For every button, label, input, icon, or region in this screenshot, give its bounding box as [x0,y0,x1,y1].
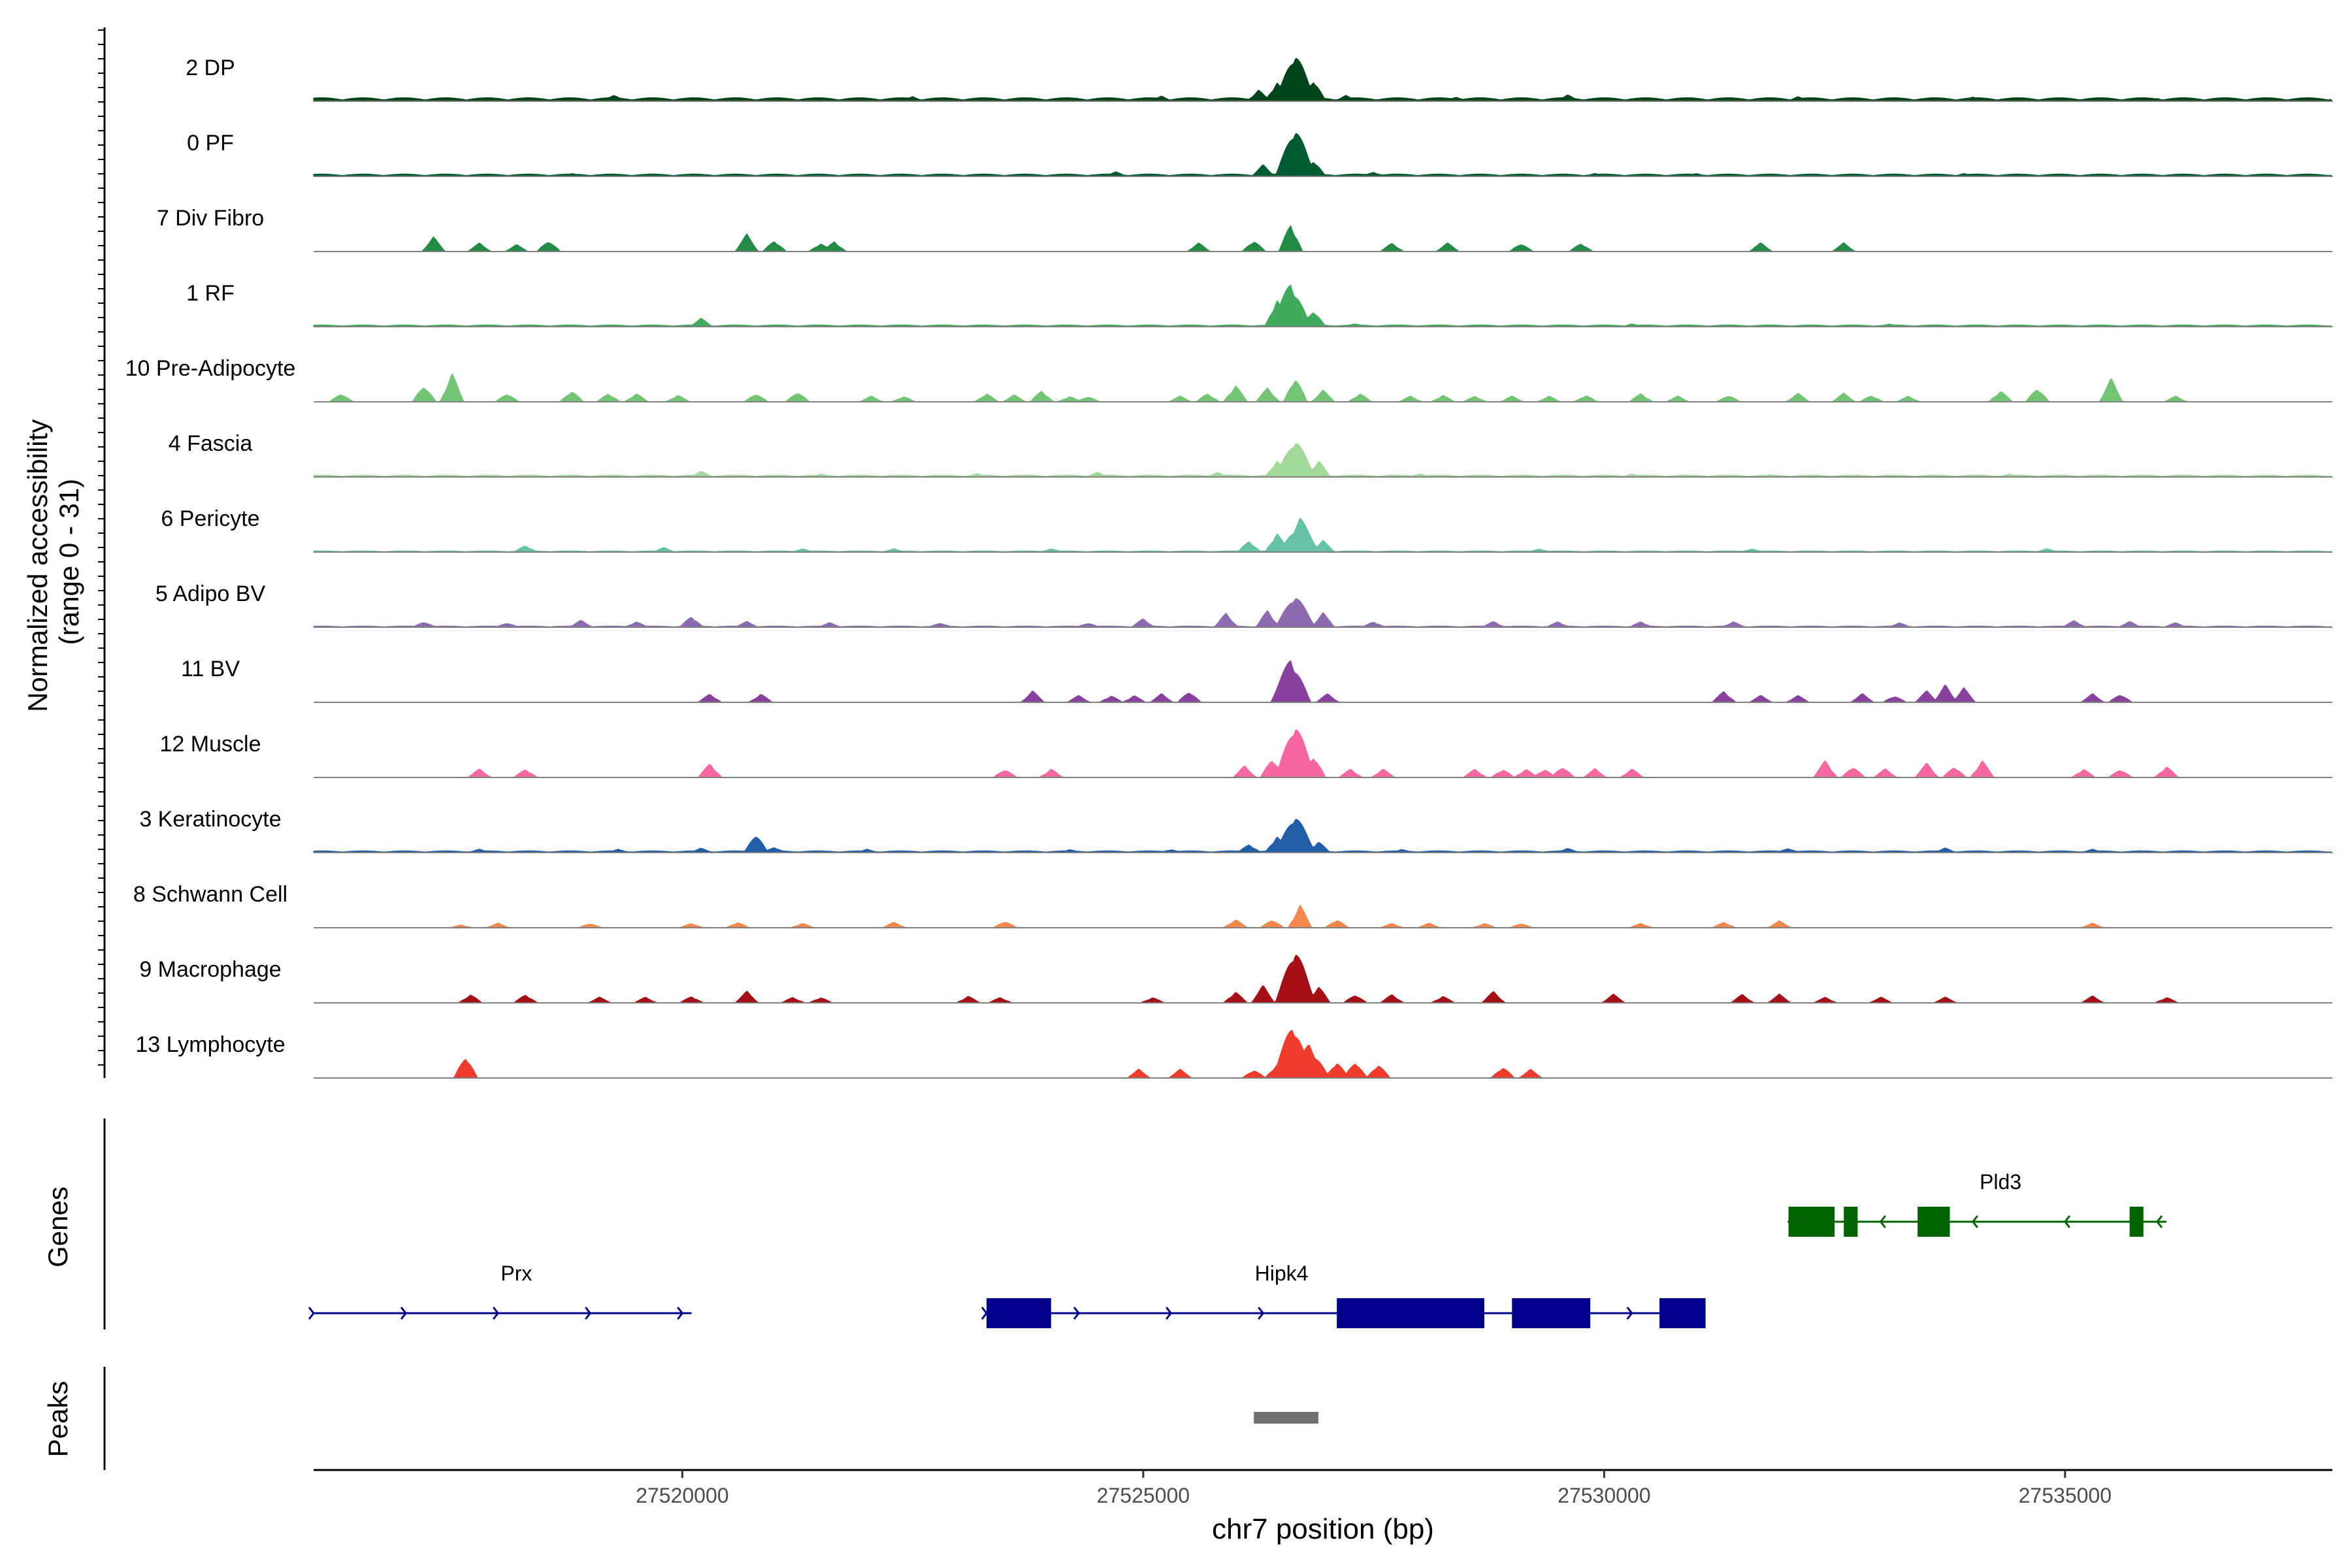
track-label: 4 Fascia [169,431,253,456]
track-0-pf: 0 PF [187,131,2334,177]
x-tick-label: 27535000 [2019,1484,2112,1507]
exon [1788,1207,1835,1237]
exon [1512,1298,1591,1328]
track-5-adipo-bv: 5 Adipo BV [155,581,2333,628]
exon [1337,1298,1484,1328]
exon [1918,1207,1950,1237]
y-axis-title-line-1: Normalized accessibility [22,419,53,712]
exon [2129,1207,2144,1237]
gene-hipk4: Hipk4 [981,1262,1706,1328]
coverage-area [313,133,2334,177]
track-label: 6 Pericyte [161,506,259,531]
track-label: 12 Muscle [160,732,261,757]
strand-arrow [400,1307,407,1320]
strand-arrow [1626,1307,1633,1320]
gene-prx: Prx [308,1262,692,1320]
y-axis-title-line-2: (range 0 - 31) [54,479,84,645]
track-3-keratinocyte: 3 Keratinocyte [139,807,2334,853]
track-9-macrophage: 9 Macrophage [139,954,2332,1004]
gene-label: Pld3 [1980,1170,2021,1194]
track-label: 9 Macrophage [139,957,281,982]
track-12-muscle: 12 Muscle [160,728,2332,778]
coverage-area [313,819,2334,853]
x-axis-title: chr7 position (bp) [1212,1513,1434,1545]
track-label: 10 Pre-Adipocyte [125,356,296,381]
gene-label: Prx [500,1262,532,1285]
track-label: 5 Adipo BV [155,581,266,606]
y-axis-title: Normalized accessibility (range 0 - 31) [22,412,84,712]
track-4-fascia: 4 Fascia [169,431,2334,478]
peaks-track-label: Peaks [42,1381,73,1458]
track-label: 0 PF [187,131,234,155]
exon [1844,1207,1858,1237]
exon [987,1298,1051,1328]
strand-arrow [308,1307,315,1320]
peak-region [1254,1412,1318,1424]
gene-label: Hipk4 [1255,1262,1309,1285]
gene-annotations: Hipk4 Prx Pld3 [308,1170,2167,1328]
track-label: 7 Div Fibro [157,206,264,231]
strand-arrow [677,1307,684,1320]
strand-arrow [1166,1307,1173,1320]
strand-arrow [585,1307,592,1320]
strand-arrow [493,1307,500,1320]
x-axis-ticks: 27520000 27525000 27530000 27535000 [636,1470,2112,1507]
x-tick-label: 27525000 [1097,1484,1190,1507]
track-10-pre-adipocyte: 10 Pre-Adipocyte [125,356,2332,402]
strand-arrow [2063,1215,2071,1228]
accessibility-tracks: 2 DP 0 PF 7 Div Fibro 1 RF 10 Pre-Adipocyte 4… [125,56,2334,1079]
coverage-area [313,284,2334,327]
strand-arrow [1258,1307,1265,1320]
track-label: 2 DP [186,56,235,80]
y-axis-ticks [98,29,105,1066]
track-1-rf: 1 RF [186,281,2334,327]
peak-regions [1254,1412,1318,1424]
track-label: 1 RF [186,281,235,306]
coverage-area [313,443,2334,478]
track-6-pericyte: 6 Pericyte [161,506,2333,553]
track-7-div-fibro: 7 Div Fibro [157,206,2332,252]
strand-arrow [1073,1307,1080,1320]
track-8-schwann-cell: 8 Schwann Cell [133,882,2332,928]
track-2-dp: 2 DP [186,56,2333,102]
track-label: 3 Keratinocyte [139,807,281,832]
x-tick-label: 27520000 [636,1484,728,1507]
exon [1659,1298,1706,1328]
strand-arrow [1879,1215,1886,1228]
x-tick-label: 27530000 [1558,1484,1650,1507]
track-13-lymphocyte: 13 Lymphocyte [135,1029,2332,1079]
coverage-area [313,57,2333,102]
track-11-bv: 11 BV [181,657,2332,703]
track-label: 13 Lymphocyte [135,1032,285,1057]
genes-track-label: Genes [42,1186,73,1267]
gene-pld3: Pld3 [1787,1170,2167,1237]
strand-arrow [1971,1215,1978,1228]
strand-arrow [2156,1215,2163,1228]
track-label: 11 BV [181,657,240,681]
track-label: 8 Schwann Cell [133,882,287,907]
